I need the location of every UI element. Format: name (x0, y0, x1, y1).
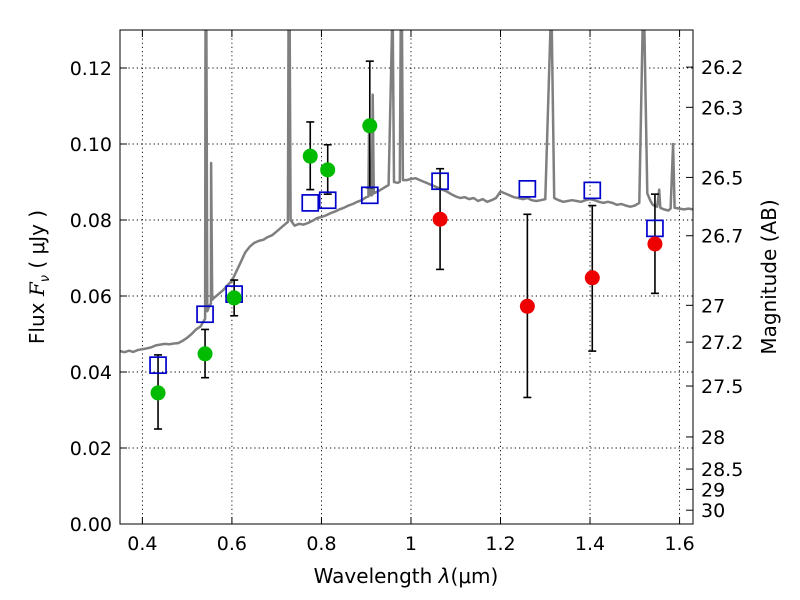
magnitude-tick-label: 26.7 (701, 226, 743, 248)
model-flux-square (318, 191, 337, 210)
observed-point-layer (150, 118, 663, 401)
observed-flux-point-red (432, 211, 448, 227)
y-tick-label: 0.10 (70, 134, 112, 156)
magnitude-tick-label: 28 (701, 427, 725, 449)
y-axis-label-right: Magnitude (AB) (757, 199, 781, 354)
magnitude-tick-label: 30 (701, 500, 725, 522)
x-tick-label: 1 (405, 533, 417, 555)
model-flux-square (196, 305, 214, 324)
observed-flux-point-green (150, 385, 166, 401)
model-square-layer (149, 172, 664, 375)
y-tick-labels: 0.00 0.02 0.04 0.06 0.08 0.10 0.12 (70, 58, 112, 536)
magnitude-tick-label: 27.5 (701, 376, 743, 398)
x-tick-labels: 0.4 0.6 0.8 1 1.2 1.4 1.6 (127, 533, 694, 555)
y-tick-label: 0.08 (70, 210, 112, 232)
x-tick-label: 1.6 (664, 533, 694, 555)
x-tick-label: 1.4 (575, 533, 605, 555)
observed-flux-point-green (226, 290, 242, 306)
magnitude-tick-label: 26.5 (701, 167, 743, 189)
y-tick-label: 0.04 (70, 362, 112, 384)
magnitude-tick-label: 29 (701, 479, 725, 501)
x-tick-label: 0.6 (217, 533, 247, 555)
model-spectrum-line (120, 30, 693, 354)
model-flux-square (583, 181, 602, 200)
x-tick-label: 0.8 (306, 533, 336, 555)
model-flux-square (149, 356, 167, 375)
observed-flux-point-green (197, 346, 213, 362)
observed-flux-point-red (519, 298, 535, 314)
plot-frame (119, 29, 694, 525)
model-flux-square (360, 186, 379, 205)
y-tick-label: 0.06 (70, 286, 112, 308)
errorbar-layer (154, 60, 659, 430)
magnitude-tick-label: 26.3 (701, 97, 743, 119)
magnitude-tick-label: 27 (701, 295, 725, 317)
model-flux-square (301, 194, 320, 212)
y-tick-label: 0.02 (70, 438, 112, 460)
observed-flux-point-green (302, 148, 318, 164)
x-tick-label: 1.2 (485, 533, 515, 555)
magnitude-tick-label: 28.5 (701, 459, 743, 481)
y-axis-label: Flux Fν ( μJy ) (25, 210, 53, 344)
magnitude-tick-label: 27.2 (701, 332, 743, 354)
x-axis-label: Wavelength λ(μm) (314, 564, 499, 588)
spectrum-layer (120, 30, 693, 354)
ticks (120, 30, 693, 525)
observed-flux-point-green (362, 118, 378, 134)
magnitude-tick-label: 26.2 (701, 57, 743, 79)
x-tick-label: 0.4 (127, 533, 157, 555)
observed-flux-point-green (320, 162, 336, 178)
model-flux-square (646, 219, 664, 238)
y-tick-label: 0.00 (70, 514, 112, 536)
y-tick-label: 0.12 (70, 58, 112, 80)
observed-flux-point-red (584, 270, 600, 286)
observed-flux-point-red (647, 236, 663, 252)
model-flux-square (518, 179, 537, 198)
model-flux-square (431, 172, 449, 191)
